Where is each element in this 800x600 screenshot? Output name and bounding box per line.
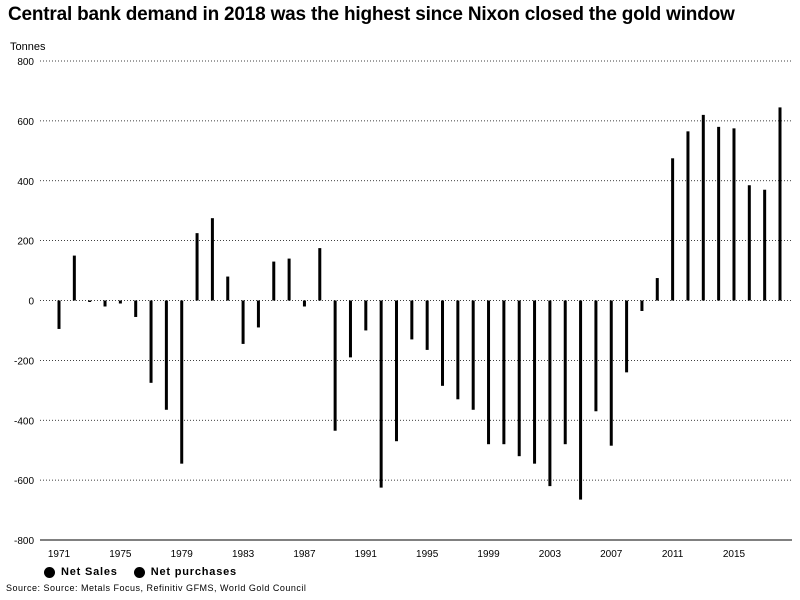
bar xyxy=(394,300,398,442)
y-axis-label: Tonnes xyxy=(10,41,46,53)
y-tick-labels: 800 600 400 200 0 -200 -400 -600 -800 xyxy=(14,57,34,547)
bar xyxy=(732,128,736,301)
x-tick-label: 2007 xyxy=(600,549,623,560)
x-tick-label: 2011 xyxy=(662,549,684,560)
bar xyxy=(717,126,721,301)
bar xyxy=(655,278,659,301)
y-tick-label: -400 xyxy=(14,416,34,427)
bar xyxy=(302,300,306,307)
bar xyxy=(671,158,675,301)
bar xyxy=(640,300,644,311)
bar xyxy=(533,300,537,464)
bar xyxy=(548,300,552,487)
bar xyxy=(364,300,368,331)
y-tick-label: -600 xyxy=(14,476,34,487)
bar xyxy=(686,131,690,301)
source-note: Source: Source: Metals Focus, Refinitiv … xyxy=(6,583,307,593)
y-tick-label: 200 xyxy=(17,237,34,248)
legend-label-net-sales: Net Sales xyxy=(61,566,118,578)
bar xyxy=(256,300,260,328)
bar xyxy=(502,300,506,445)
bar xyxy=(517,300,521,457)
y-tick-label: -200 xyxy=(14,356,34,367)
x-tick-label: 1995 xyxy=(416,549,439,560)
x-tick-label: 1979 xyxy=(171,549,194,560)
bar xyxy=(287,258,291,301)
bar xyxy=(103,300,107,307)
bar xyxy=(348,300,352,358)
bar xyxy=(149,300,153,383)
y-tick-label: 400 xyxy=(17,177,34,188)
bar xyxy=(778,107,782,301)
bar xyxy=(410,300,414,340)
bar xyxy=(441,300,445,386)
legend: Net Sales Net purchases xyxy=(44,566,237,578)
bar xyxy=(241,300,245,344)
bars xyxy=(57,107,782,500)
x-tick-label: 1991 xyxy=(355,549,378,560)
bar xyxy=(180,300,184,464)
y-tick-label: 800 xyxy=(17,57,34,68)
y-tick-label: -800 xyxy=(14,536,34,547)
bar xyxy=(57,300,61,329)
bar xyxy=(625,300,629,373)
bar xyxy=(425,300,429,350)
bar xyxy=(72,255,76,301)
bar xyxy=(579,300,583,500)
chart-title: Central bank demand in 2018 was the high… xyxy=(8,4,735,25)
bar xyxy=(210,218,214,301)
x-tick-label: 2003 xyxy=(539,549,562,560)
bar xyxy=(134,300,138,317)
bar xyxy=(118,300,122,304)
legend-label-net-purchases: Net purchases xyxy=(150,566,237,578)
bar xyxy=(609,300,613,446)
net-sales-marker-icon xyxy=(44,566,55,578)
x-tick-label: 1975 xyxy=(109,549,132,560)
legend-item-net-purchases: Net purchases xyxy=(133,566,237,578)
x-tick-label: 1983 xyxy=(232,549,255,560)
bar xyxy=(763,189,767,301)
x-tick-label: 1971 xyxy=(48,549,71,560)
x-tick-label: 1987 xyxy=(293,549,316,560)
net-purchases-marker-icon xyxy=(133,566,145,578)
bar xyxy=(563,300,567,445)
bar xyxy=(747,185,751,301)
bar xyxy=(88,300,92,302)
y-tick-label: 600 xyxy=(17,117,34,128)
bar xyxy=(594,300,598,412)
bar xyxy=(164,300,168,410)
bar xyxy=(701,114,705,301)
y-tick-label: 0 xyxy=(28,297,34,308)
bar xyxy=(318,248,322,301)
bar xyxy=(487,300,491,445)
gridlines xyxy=(40,60,792,541)
bar xyxy=(195,233,199,301)
bar xyxy=(379,300,383,488)
bar xyxy=(456,300,460,400)
bar xyxy=(333,300,337,431)
x-tick-label: 1999 xyxy=(477,549,500,560)
bar xyxy=(226,276,230,301)
bar xyxy=(471,300,475,410)
legend-item-net-sales: Net Sales xyxy=(44,566,118,578)
x-tick-labels: 1971 1975 1979 1983 1987 1991 1995 1999 2003 2007… xyxy=(48,549,746,560)
bar xyxy=(272,261,276,301)
x-tick-label: 2015 xyxy=(723,549,746,560)
